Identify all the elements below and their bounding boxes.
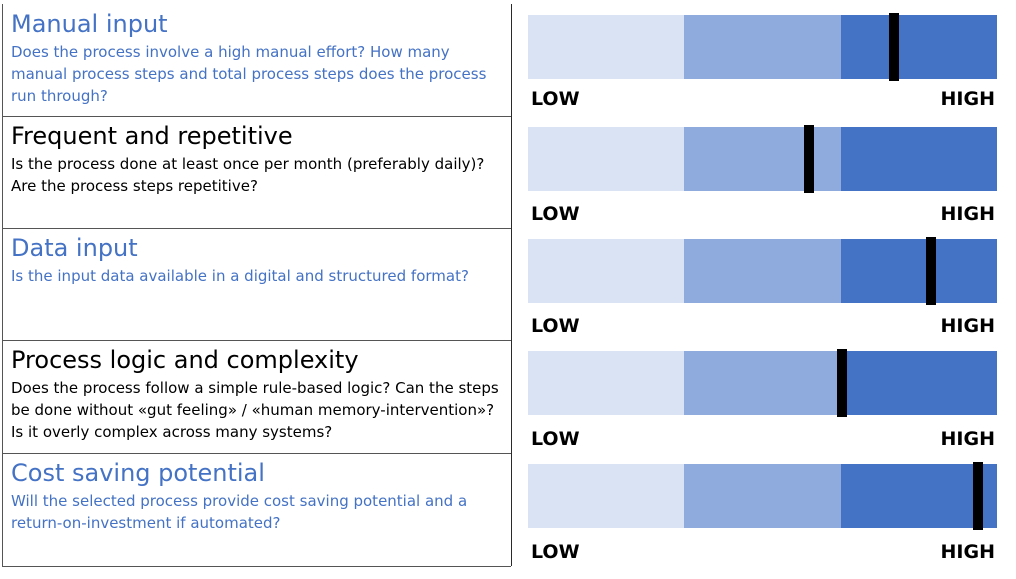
bar-segment-low — [528, 127, 684, 191]
bar-segment-mid — [684, 127, 841, 191]
row-divider — [2, 228, 511, 229]
bar-segment-high — [841, 15, 997, 79]
criterion-row-process-logic: Process logic and complexity Does the pr… — [0, 340, 1016, 453]
high-label: HIGH — [940, 541, 995, 563]
criterion-row-data-input: Data input Is the input data available i… — [0, 228, 1016, 340]
criterion-description: Does the process involve a high manual e… — [11, 43, 487, 105]
criterion-description: Will the selected process provide cost s… — [11, 492, 468, 532]
low-label: LOW — [531, 88, 580, 110]
criterion-text-cell: Frequent and repetitive Is the process d… — [2, 116, 511, 228]
bar-segment-high — [841, 239, 997, 303]
bar-segment-low — [528, 351, 684, 415]
low-label: LOW — [531, 203, 580, 225]
criterion-title: Frequent and repetitive — [11, 122, 293, 150]
low-label: LOW — [531, 315, 580, 337]
criterion-description: Does the process follow a simple rule-ba… — [11, 379, 499, 441]
high-label: HIGH — [940, 428, 995, 450]
criterion-row-frequent-repetitive: Frequent and repetitive Is the process d… — [0, 116, 1016, 228]
column-divider — [511, 4, 512, 566]
criterion-description: Is the process done at least once per mo… — [11, 155, 485, 195]
criterion-title: Process logic and complexity — [11, 346, 359, 374]
criterion-title: Data input — [11, 234, 138, 262]
bar-segment-low — [528, 15, 684, 79]
criterion-title: Manual input — [11, 10, 168, 38]
criterion-row-cost-saving: Cost saving potential Will the selected … — [0, 453, 1016, 566]
row-divider — [2, 566, 511, 567]
row-divider — [2, 453, 511, 454]
level-bar — [528, 462, 997, 530]
criterion-text-cell: Cost saving potential Will the selected … — [2, 453, 511, 566]
criterion-text-cell: Manual input Does the process involve a … — [2, 4, 511, 116]
level-marker — [804, 125, 815, 193]
criterion-row-manual-input: Manual input Does the process involve a … — [0, 4, 1016, 116]
level-marker — [888, 13, 899, 81]
row-divider — [2, 340, 511, 341]
low-label: LOW — [531, 541, 580, 563]
bar-segment-low — [528, 239, 684, 303]
criterion-title: Cost saving potential — [11, 459, 265, 487]
level-bar — [528, 125, 997, 193]
level-bar — [528, 237, 997, 305]
level-bar — [528, 349, 997, 417]
high-label: HIGH — [940, 203, 995, 225]
level-marker — [837, 349, 848, 417]
low-label: LOW — [531, 428, 580, 450]
bar-segment-mid — [684, 351, 841, 415]
criterion-description: Is the input data available in a digital… — [11, 267, 469, 285]
high-label: HIGH — [940, 88, 995, 110]
bar-segment-high — [841, 351, 997, 415]
row-divider — [2, 116, 511, 117]
bar-segment-high — [841, 127, 997, 191]
criterion-text-cell: Process logic and complexity Does the pr… — [2, 340, 511, 453]
level-marker — [926, 237, 937, 305]
bar-segment-low — [528, 464, 684, 528]
bar-segment-mid — [684, 15, 841, 79]
criterion-text-cell: Data input Is the input data available i… — [2, 228, 511, 340]
level-bar — [528, 13, 997, 81]
level-marker — [973, 462, 984, 530]
high-label: HIGH — [940, 315, 995, 337]
bar-segment-high — [841, 464, 997, 528]
bar-segment-mid — [684, 239, 841, 303]
bar-segment-mid — [684, 464, 841, 528]
